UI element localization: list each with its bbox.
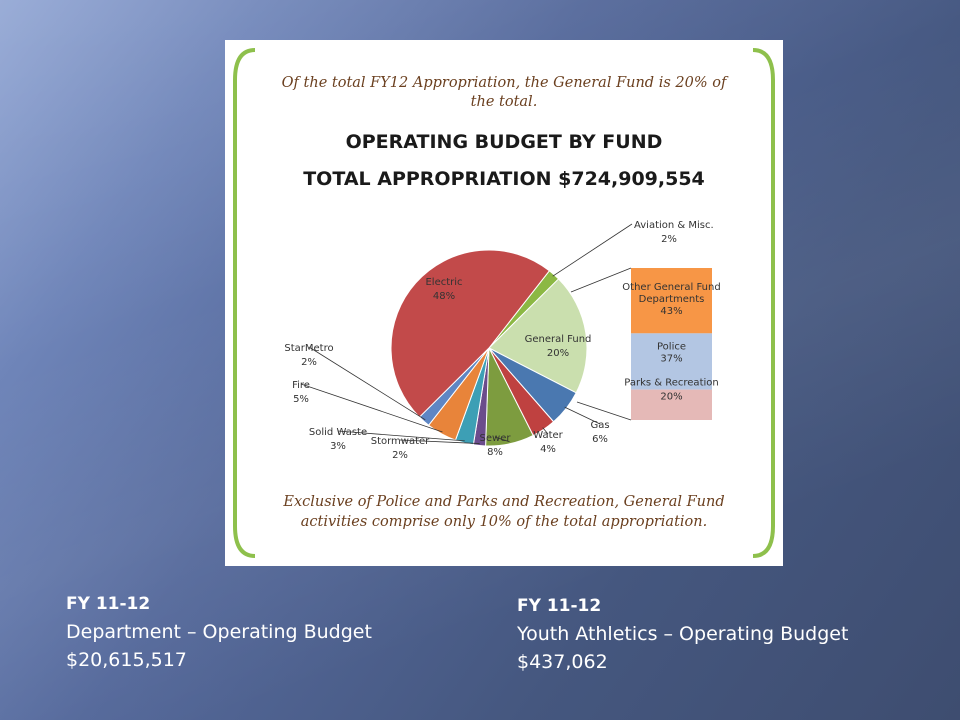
caption-department-budget: FY 11-12 Department – Operating Budget $… xyxy=(66,590,372,674)
bottom-note-line1: Exclusive of Police and Parks and Recrea… xyxy=(282,494,724,510)
slice-label-electric: Electric xyxy=(425,277,462,288)
budget-chart-image: Of the total FY12 Appropriation, the Gen… xyxy=(225,40,783,566)
leader-line-water xyxy=(542,427,549,435)
breakdown-segment-other-general-fund-departments xyxy=(631,268,712,334)
breakdown-label-other-general-fund-departments-line2: Departments xyxy=(639,294,705,305)
slice-label-water: Water xyxy=(533,430,563,441)
slice-label-general-fund: General Fund xyxy=(525,334,592,345)
slice-label-solid-waste: Solid Waste xyxy=(309,427,367,438)
caption-right-amount: $437,062 xyxy=(517,651,608,673)
pie-slice-general-fund xyxy=(488,278,588,394)
chart-title: OPERATING BUDGET BY FUND xyxy=(346,131,663,153)
slice-label-aviation-misc: Aviation & Misc. xyxy=(634,220,714,231)
caption-left-heading: FY 11-12 xyxy=(66,594,151,614)
breakdown-value-parks-recreation: 20% xyxy=(660,392,682,403)
top-note-line2: the total. xyxy=(471,94,538,110)
leader-line-stormwater xyxy=(399,439,480,444)
breakdown-connector-top xyxy=(570,267,632,293)
leader-line-aviation-misc xyxy=(552,223,633,277)
caption-right-line1: Youth Athletics – Operating Budget xyxy=(517,623,849,645)
slice-value-aviation-misc: 2% xyxy=(661,234,677,245)
leader-line-solid-waste xyxy=(337,430,465,442)
slice-value-general-fund: 20% xyxy=(547,348,569,359)
slice-label-starmetro: StarMetro xyxy=(284,343,333,354)
leader-line-starmetro xyxy=(308,346,426,421)
breakdown-connector-bottom xyxy=(576,401,632,421)
slice-label-stormwater: Stormwater xyxy=(371,436,430,447)
breakdown-segment-police xyxy=(631,333,712,390)
breakdown-value-police: 37% xyxy=(660,353,682,364)
slice-label-sewer: Sewer xyxy=(480,433,512,444)
slice-value-sewer: 8% xyxy=(487,447,503,458)
slice-value-stormwater: 2% xyxy=(392,450,408,461)
leader-line-fire xyxy=(300,383,443,433)
breakdown-label-other-general-fund-departments: Other General Fund xyxy=(622,282,720,293)
leader-line-sewer xyxy=(494,436,510,443)
slice-value-gas: 6% xyxy=(592,434,608,445)
breakdown-segment-parks-recreation xyxy=(631,389,712,420)
slice-label-gas: Gas xyxy=(590,420,609,431)
slice-value-fire: 5% xyxy=(293,394,309,405)
slice-value-solid-waste: 3% xyxy=(330,441,346,452)
slice-value-starmetro: 2% xyxy=(301,357,317,368)
caption-right-heading: FY 11-12 xyxy=(517,596,602,616)
leader-lines xyxy=(300,223,633,444)
breakdown-label-police: Police xyxy=(657,341,686,352)
caption-youth-athletics-budget: FY 11-12 Youth Athletics – Operating Bud… xyxy=(517,592,848,676)
budget-chart-svg: Of the total FY12 Appropriation, the Gen… xyxy=(233,48,775,558)
leader-line-gas xyxy=(564,406,601,425)
slice-value-electric: 48% xyxy=(433,291,455,302)
pie-slice-electric xyxy=(390,249,551,418)
chart-subtitle: TOTAL APPROPRIATION $724,909,554 xyxy=(303,168,705,190)
caption-left-line1: Department – Operating Budget xyxy=(66,621,372,643)
breakdown-value-other-general-fund-departments: 43% xyxy=(660,306,682,317)
pie-labels: Aviation & Misc. 2% General Fund 20% Gas 6% Wa… xyxy=(284,220,713,461)
slice-label-fire: Fire xyxy=(292,380,310,391)
breakdown-label-parks-recreation: Parks & Recreation xyxy=(624,378,718,389)
pie-chart xyxy=(390,249,588,447)
left-bracket xyxy=(233,48,256,558)
bottom-note-line2: activities comprise only 10% of the tota… xyxy=(301,514,707,530)
slice-value-water: 4% xyxy=(540,444,556,455)
right-bracket xyxy=(752,48,775,558)
top-note-line1: Of the total FY12 Appropriation, the Gen… xyxy=(282,75,729,91)
caption-left-amount: $20,615,517 xyxy=(66,649,187,671)
